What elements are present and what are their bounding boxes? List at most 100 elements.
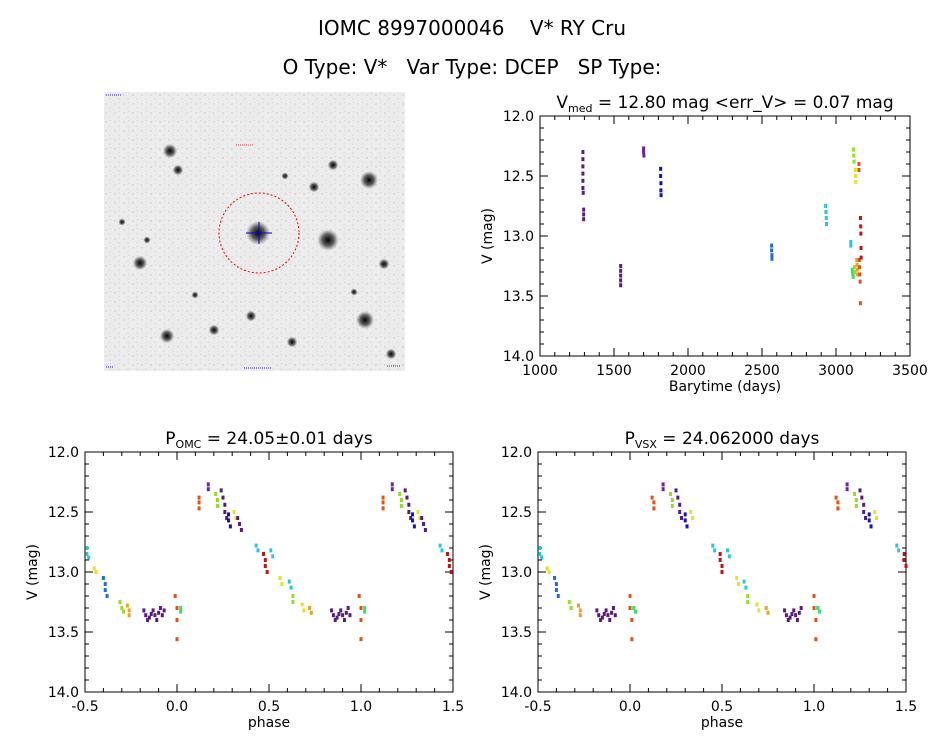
data-point (854, 180, 858, 184)
data-point (834, 495, 838, 500)
data-point (307, 606, 311, 610)
data-point (746, 594, 750, 598)
data-point (735, 576, 739, 580)
data-series (834, 495, 840, 511)
data-point (851, 274, 855, 279)
data-series (438, 543, 444, 553)
data-point (668, 492, 672, 496)
data-series (850, 267, 855, 279)
data-point (581, 164, 585, 169)
data-point (902, 552, 906, 556)
data-series (398, 492, 403, 508)
data-point (652, 500, 656, 505)
data-point (422, 522, 426, 526)
data-point (678, 510, 682, 514)
data-point (411, 518, 415, 523)
data-point (858, 301, 862, 306)
data-series (287, 579, 293, 590)
data-point (600, 615, 604, 620)
data-point (824, 216, 828, 220)
x-axis-label: phase (248, 715, 290, 731)
data-point (263, 564, 267, 568)
data-point (342, 618, 346, 622)
data-point (416, 510, 420, 514)
data-point (103, 582, 107, 586)
data-point (359, 606, 363, 610)
data-point (118, 600, 122, 604)
data-point (381, 495, 385, 500)
data-point (206, 487, 210, 492)
data-point (897, 548, 901, 553)
data-point (642, 146, 646, 151)
data-point (770, 243, 774, 248)
data-point (661, 487, 665, 492)
data-series (642, 146, 646, 158)
data-series (173, 594, 179, 642)
data-point (403, 488, 407, 493)
data-point (554, 588, 558, 592)
data-series (101, 576, 109, 598)
data-series (595, 606, 617, 622)
field-star (360, 171, 378, 189)
data-point (678, 502, 682, 507)
data-point (689, 510, 693, 514)
data-point (814, 637, 818, 642)
data-point (151, 608, 155, 613)
data-point (153, 613, 157, 618)
data-point (670, 504, 674, 508)
y-tick-label: 14.0 (501, 685, 532, 701)
data-point (278, 576, 282, 580)
x-tick-label: 1.0 (350, 699, 372, 715)
data-point (742, 579, 746, 584)
data-point (770, 248, 774, 253)
data-point (581, 157, 585, 162)
data-point (390, 482, 394, 487)
y-axis-label: V (mag) (480, 208, 496, 264)
data-point (864, 516, 868, 520)
data-point (418, 516, 422, 520)
data-point (271, 554, 275, 559)
x-tick-label: 0.0 (619, 699, 641, 715)
data-point (438, 543, 442, 548)
data-point (812, 594, 816, 598)
data-point (683, 518, 687, 523)
x-tick-label: 0.0 (166, 699, 188, 715)
data-point (214, 492, 218, 496)
data-point (816, 606, 820, 610)
data-series (254, 543, 260, 553)
data-point (146, 618, 150, 622)
data-series (307, 606, 313, 615)
data-point (405, 495, 409, 500)
data-point (674, 488, 678, 493)
data-point (818, 609, 822, 614)
data-point (799, 606, 803, 610)
data-point (794, 613, 798, 618)
field-star (208, 324, 220, 336)
field-star (317, 229, 339, 251)
data-point (341, 613, 345, 618)
field-star (286, 336, 298, 348)
data-point (254, 543, 258, 548)
data-point (582, 212, 586, 217)
data-point (545, 566, 549, 571)
data-series (755, 602, 761, 613)
data-point (335, 615, 339, 620)
plot-frame (539, 115, 911, 357)
x-tick-label: -0.5 (71, 699, 98, 715)
data-series (197, 495, 201, 511)
data-point (232, 510, 236, 514)
field-star (308, 181, 320, 193)
y-tick-label: 13.0 (501, 565, 532, 581)
data-point (87, 555, 91, 560)
data-series (855, 258, 860, 277)
data-point (582, 207, 586, 212)
data-point (357, 594, 361, 598)
data-point (157, 610, 161, 615)
data-point (691, 516, 695, 520)
data-point (670, 498, 674, 502)
data-point (895, 543, 899, 548)
data-series (545, 566, 551, 574)
data-series (853, 168, 858, 184)
data-series (873, 510, 879, 520)
data-point (784, 613, 788, 618)
